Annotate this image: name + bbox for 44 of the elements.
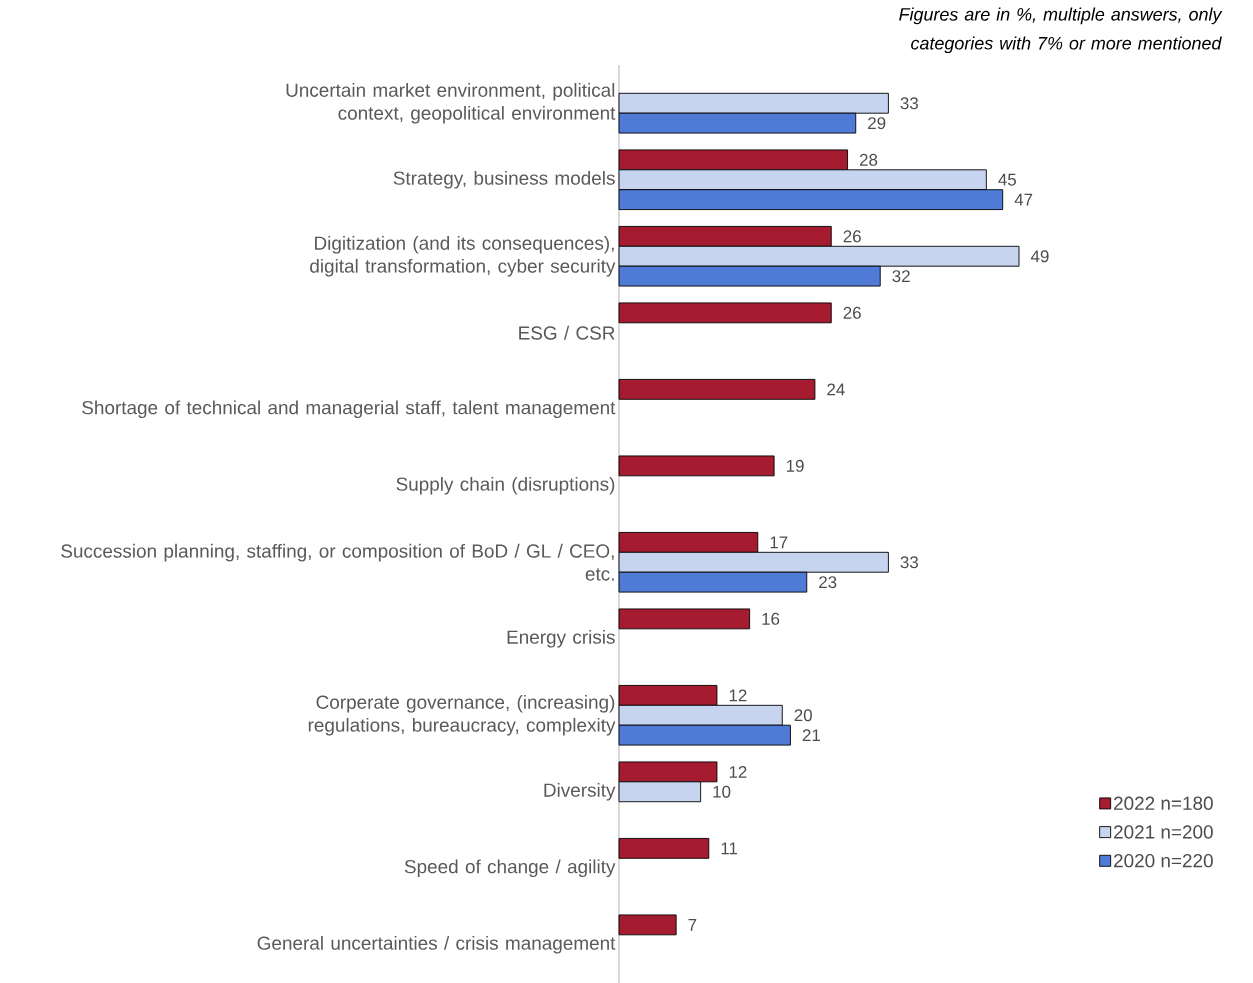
data-label: 17 <box>770 536 788 549</box>
y-tick-label: General uncertainties / crisis management <box>257 935 616 954</box>
data-label: 29 <box>868 117 886 130</box>
y-tick-label: Strategy, business models <box>393 170 615 189</box>
y-tick-label: Diversity <box>544 782 616 801</box>
data-label: 33 <box>900 556 918 569</box>
y-tick-label: Digitization (and its consequences), digital transformation, cyber security <box>310 235 616 277</box>
bar <box>618 378 816 400</box>
legend-label: 2022 n=180 <box>1114 796 1213 810</box>
y-tick-label: Succession planning, staffing, or composition of BoD / GL / CEO, etc. <box>61 543 614 581</box>
text: Figures are in %, multiple answers, only categories with 7% or more mentioned <box>899 7 1223 54</box>
y-tick-label: ESG / CSR <box>519 325 615 340</box>
data-label: 10 <box>713 785 731 798</box>
data-label: 26 <box>843 230 861 243</box>
bar <box>618 914 677 936</box>
data-label: 23 <box>819 576 837 589</box>
legend-label: 2021 n=200 <box>1114 825 1213 839</box>
y-tick-label: Corperate governance, (increasing) regulations, bureaucracy, complexity <box>308 694 616 736</box>
data-label: 11 <box>721 842 738 855</box>
bar <box>618 455 775 477</box>
data-label: 33 <box>900 97 918 110</box>
bar <box>618 608 751 630</box>
bar <box>618 302 832 324</box>
data-label: 24 <box>827 383 845 396</box>
y-tick-label: Shortage of technical and managerial staff, talent management <box>82 400 616 419</box>
data-label: 12 <box>729 689 747 702</box>
data-label: 45 <box>998 173 1016 186</box>
data-label: 28 <box>859 153 878 166</box>
data-label: 26 <box>843 306 861 319</box>
y-tick-label: Uncertain market environment, political context, geopolitical environment <box>286 82 616 124</box>
data-label: 16 <box>762 612 780 625</box>
data-label: 12 <box>729 765 747 778</box>
y-tick-label: Energy crisis <box>507 629 615 648</box>
y-tick-label: Supply chain (disruptions) <box>396 476 615 495</box>
data-label: 32 <box>892 270 910 283</box>
data-label: 49 <box>1030 250 1049 263</box>
data-label: 7 <box>688 919 697 931</box>
bar <box>618 837 710 859</box>
data-label: 19 <box>786 459 804 472</box>
data-label: 21 <box>802 729 820 742</box>
data-label: 20 <box>794 709 812 722</box>
y-tick-label: Speed of change / agility <box>404 859 616 878</box>
data-label: 47 <box>1014 193 1033 206</box>
legend-label: 2020 n=220 <box>1114 853 1213 868</box>
